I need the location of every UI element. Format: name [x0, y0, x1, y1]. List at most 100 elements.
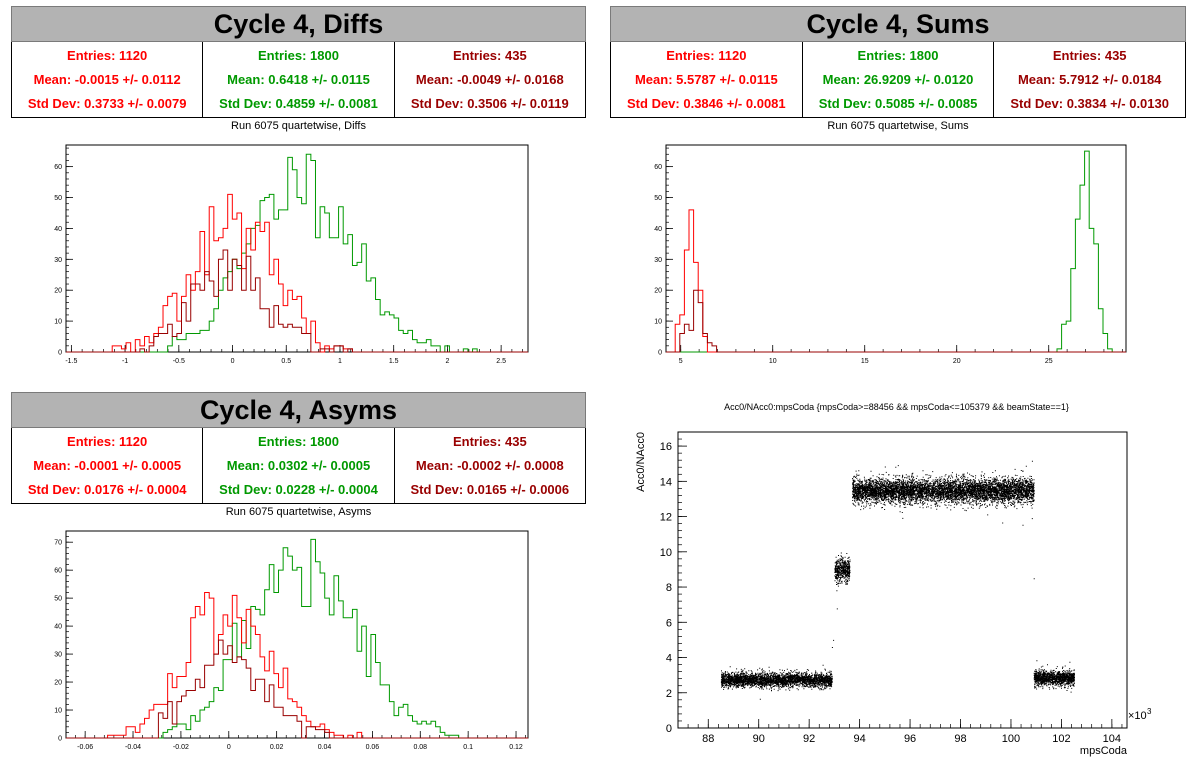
x-tick-label: 96 [904, 733, 916, 745]
y-tick-label: 50 [54, 195, 62, 202]
diffs-stats-box: Entries: 1120 Mean: -0.0015 +/- 0.0112 S… [11, 42, 586, 118]
x-tick-label: -0.04 [125, 744, 141, 751]
y-tick-label: 10 [654, 319, 662, 326]
y-tick-label: 20 [654, 288, 662, 295]
histogram-series [666, 209, 1126, 353]
y-tick-label: 6 [666, 617, 672, 629]
x-tick-label: 25 [1045, 358, 1053, 365]
y-tick-label: 50 [654, 195, 662, 202]
stat-entries: Entries: 435 [452, 434, 527, 450]
x-axis-multiplier: ×10 [1128, 710, 1147, 722]
diffs-banner: Cycle 4, Diffs [11, 6, 586, 42]
y-tick-label: 40 [54, 624, 62, 631]
y-tick-label: 4 [666, 653, 672, 665]
stat-entries: Entries: 1120 [67, 434, 148, 450]
asyms-histogram: -0.06 -0.04 -0.02 0 0.02 0.04 0.06 0.08 0.1 0.12 0… [54, 530, 529, 751]
x-tick-label: 1 [338, 358, 342, 365]
y-tick-label: 30 [654, 257, 662, 264]
sums-histogram: 5 10 15 20 25 0 10 20 30 40 50 60 [654, 144, 1127, 365]
stat-std: Std Dev: 0.3834 +/- 0.0130 [1010, 95, 1169, 111]
x-tick-label: -0.06 [77, 744, 93, 751]
stat-entries: Entries: 1800 [258, 434, 339, 450]
asyms-stats-green: Entries: 1800 Mean: 0.0302 +/- 0.0005 St… [203, 428, 395, 503]
y-tick-label: 0 [666, 723, 672, 735]
y-tick-label: 20 [54, 680, 62, 687]
y-tick-label: 16 [660, 441, 672, 453]
x-tick-label: 0.08 [413, 744, 427, 751]
acc0-scatter-plot: Acc0/NAcc0:mpsCoda {mpsCoda>=88456 && mp… [635, 402, 1152, 757]
x-tick-label: 98 [954, 733, 966, 745]
stat-mean: Mean: -0.0001 +/- 0.0005 [33, 457, 182, 473]
scatter-title: Acc0/NAcc0:mpsCoda {mpsCoda>=88456 && mp… [724, 402, 1069, 412]
x-tick-label: 0.06 [366, 744, 380, 751]
histogram-series [666, 289, 1126, 353]
x-tick-label: 92 [803, 733, 815, 745]
diffs-plot-title: Run 6075 quartetwise, Diffs [231, 120, 366, 132]
x-tick-label: -1.5 [65, 358, 77, 365]
x-axis-label: mpsCoda [1080, 745, 1128, 757]
stat-entries: Entries: 1120 [67, 48, 148, 64]
y-tick-label: 0 [658, 350, 662, 357]
x-tick-label: 0.5 [281, 358, 291, 365]
y-tick-label: 40 [54, 226, 62, 233]
diffs-stats-green: Entries: 1800 Mean: 0.6418 +/- 0.0115 St… [203, 42, 395, 117]
plot-frame [665, 144, 1127, 353]
x-tick-label: -0.02 [173, 744, 189, 751]
stat-mean: Mean: -0.0015 +/- 0.0112 [33, 71, 181, 87]
y-tick-label: 2 [666, 688, 672, 700]
stat-entries: Entries: 1800 [857, 48, 939, 64]
x-tick-label: -1 [122, 358, 128, 365]
x-tick-label: 0 [227, 744, 231, 751]
stat-mean: Mean: -0.0002 +/- 0.0008 [415, 457, 564, 473]
x-tick-label: 15 [861, 358, 869, 365]
stat-mean: Mean: 0.0302 +/- 0.0005 [226, 457, 371, 473]
x-tick-label: 94 [853, 733, 865, 745]
x-tick-label: 2.5 [496, 358, 506, 365]
y-tick-label: 20 [54, 288, 62, 295]
x-tick-label: -0.5 [173, 358, 185, 365]
scatter-points [720, 460, 1075, 700]
y-tick-label: 10 [54, 319, 62, 326]
stat-std: Std Dev: 0.4859 +/- 0.0081 [219, 95, 378, 111]
y-tick-label: 10 [660, 547, 672, 559]
y-tick-label: 0 [58, 350, 62, 357]
x-tick-label: 5 [679, 358, 683, 365]
y-axis-label: Acc0/NAcc0 [635, 432, 647, 492]
y-tick-label: 70 [54, 540, 62, 547]
y-tick-label: 12 [660, 512, 672, 524]
y-tick-label: 40 [654, 226, 662, 233]
x-tick-label: 102 [1052, 733, 1070, 745]
sums-stats-green: Entries: 1800 Mean: 26.9209 +/- 0.0120 S… [803, 42, 995, 117]
histogram-series [66, 153, 528, 353]
stat-mean: Mean: -0.0049 +/- 0.0168 [415, 71, 564, 87]
stat-std: Std Dev: 0.3506 +/- 0.0119 [410, 95, 569, 111]
sums-plot-title: Run 6075 quartetwise, Sums [827, 120, 969, 132]
x-tick-label: 0.02 [270, 744, 284, 751]
asyms-stats-box: Entries: 1120 Mean: -0.0001 +/- 0.0005 S… [11, 428, 586, 504]
histogram-series [66, 249, 528, 353]
stat-std: Std Dev: 0.0176 +/- 0.0004 [27, 481, 187, 497]
diffs-histogram: -1.5 -1 -0.5 0 0.5 1 1.5 2 2.5 0 10 20 30 40 50 60 [54, 144, 529, 365]
y-tick-label: 60 [54, 164, 62, 171]
x-axis-multiplier-exp: 3 [1147, 707, 1152, 716]
x-tick-label: 88 [702, 733, 714, 745]
asyms-banner: Cycle 4, Asyms [11, 392, 586, 428]
x-tick-label: 0.1 [463, 744, 473, 751]
sums-stats-red: Entries: 1120 Mean: 5.5787 +/- 0.0115 St… [611, 42, 803, 117]
stat-std: Std Dev: 0.0228 +/- 0.0004 [219, 481, 378, 497]
diffs-stats-red: Entries: 1120 Mean: -0.0015 +/- 0.0112 S… [12, 42, 204, 117]
sums-stats-dark: Entries: 435 Mean: 5.7912 +/- 0.0184 Std… [994, 42, 1185, 117]
asyms-stats-dark: Entries: 435 Mean: -0.0002 +/- 0.0008 St… [395, 428, 585, 503]
sums-banner: Cycle 4, Sums [610, 6, 1186, 42]
x-tick-label: 100 [1002, 733, 1020, 745]
stat-mean: Mean: 26.9209 +/- 0.0120 [822, 71, 974, 87]
y-tick-label: 30 [54, 257, 62, 264]
x-tick-label: 10 [769, 358, 777, 365]
x-tick-label: 90 [753, 733, 765, 745]
x-tick-label: 0.04 [318, 744, 332, 751]
y-tick-label: 14 [660, 476, 672, 488]
stat-std: Std Dev: 0.3733 +/- 0.0079 [27, 95, 187, 111]
x-tick-label: 104 [1103, 733, 1121, 745]
y-tick-label: 8 [666, 582, 672, 594]
y-tick-label: 60 [654, 164, 662, 171]
